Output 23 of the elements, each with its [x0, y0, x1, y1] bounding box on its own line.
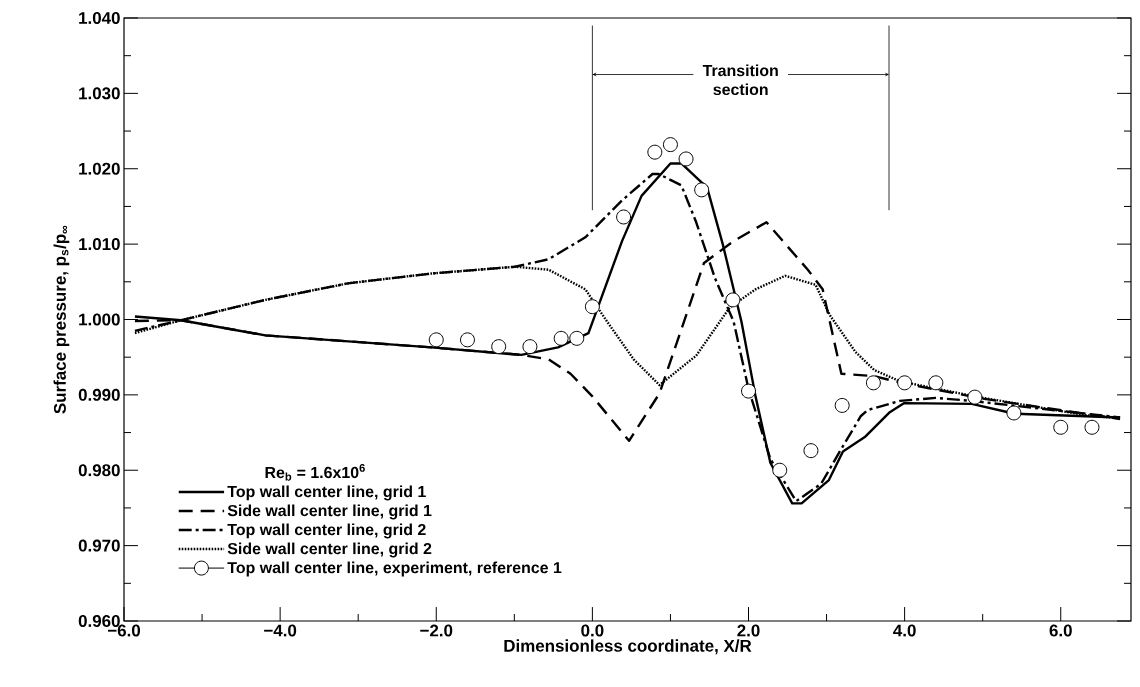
x-tick-label: −2.0 [420, 624, 453, 637]
legend-label: Side wall center line, grid 2 [227, 542, 432, 558]
y-tick-label: 1.030 [79, 87, 120, 100]
x-tick-label: 6.0 [1049, 624, 1072, 637]
x-tick-label: 4.0 [893, 624, 916, 637]
legend-label: Top wall center line, grid 2 [227, 523, 426, 539]
y-tick-label: 1.010 [79, 238, 120, 251]
annotation: Transition section [702, 64, 778, 96]
legend-label: Side wall center line, grid 1 [227, 504, 432, 520]
x-tick-label: −4.0 [264, 624, 297, 637]
y-tick-label: 1.040 [79, 11, 120, 24]
y-tick-label: 0.970 [78, 539, 120, 552]
y-tick-label: 1.020 [79, 162, 120, 175]
legend-label: Top wall center line, experiment, reference 1 [227, 561, 562, 577]
x-axis-title: Dimensionless coordinate, X/R [504, 639, 752, 655]
y-tick-label: 1.000 [79, 313, 120, 326]
y-tick-label: 0.990 [78, 388, 120, 401]
legend-title: Re$_{b}$ = 1.6x10$^{6}$ [265, 463, 365, 481]
x-tick-label: 2.0 [737, 624, 760, 637]
y-axis-title: Surface pressure, p$_{s}$/p$_{∞}$ [53, 225, 70, 414]
y-tick-label: 0.980 [78, 464, 120, 477]
x-tick-label: 0.0 [581, 624, 604, 637]
legend-label: Top wall center line, grid 1 [227, 485, 426, 501]
